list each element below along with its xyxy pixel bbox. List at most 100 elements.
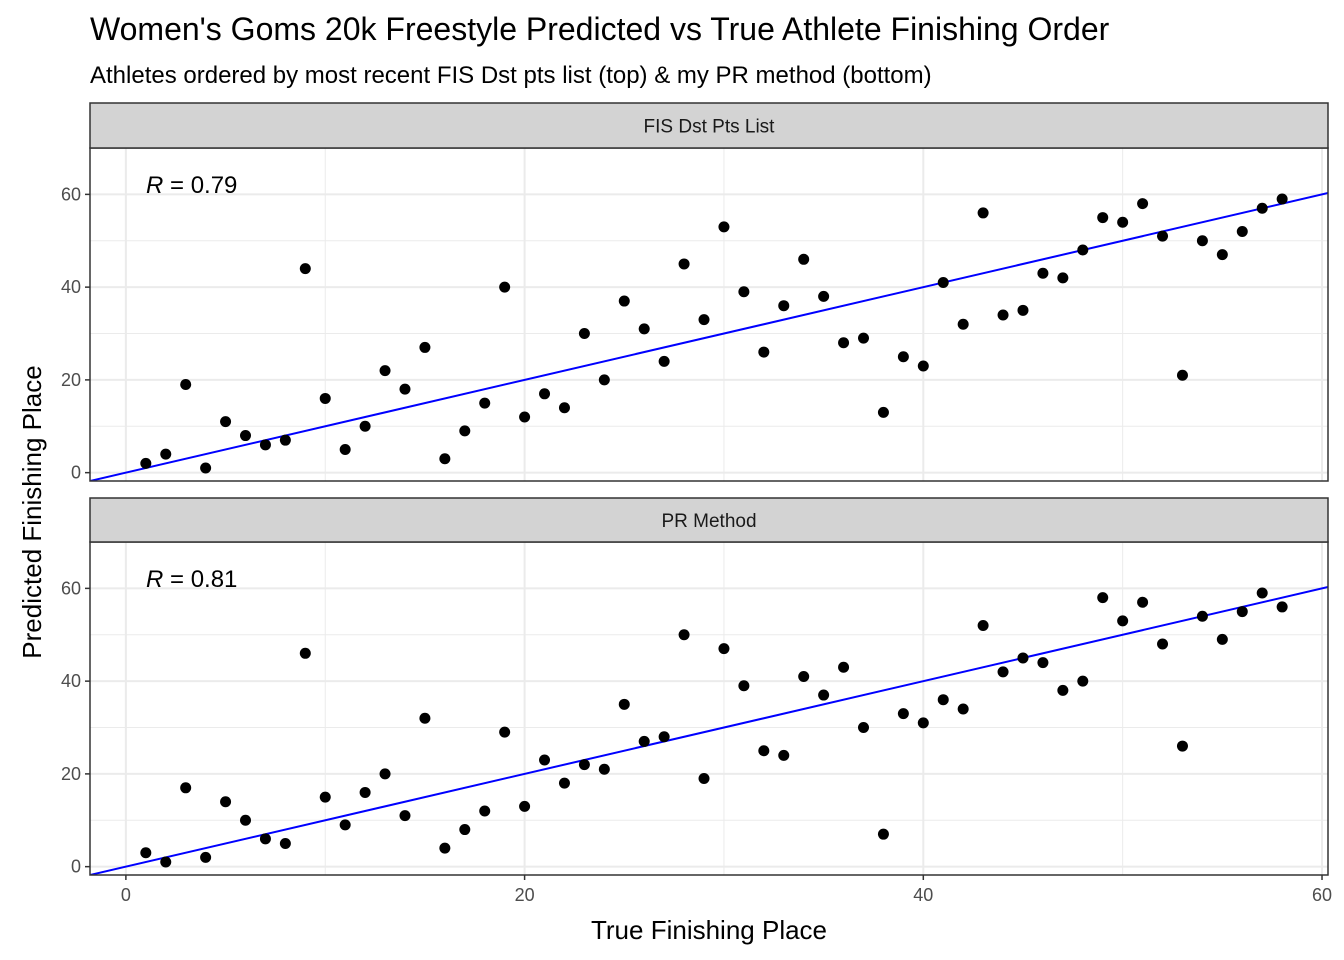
data-point [678,629,690,641]
y-tick-label: 20 [61,764,81,784]
data-point [439,453,451,465]
data-point [539,754,551,766]
data-point [1196,235,1208,247]
data-point [997,666,1009,678]
data-point [678,258,690,270]
data-point [160,856,172,868]
data-point [638,735,650,747]
data-point [977,207,989,219]
data-point [1097,592,1109,604]
data-point [1157,230,1169,242]
y-tick-label: 60 [61,184,81,204]
data-point [858,332,870,344]
data-point [459,824,471,836]
data-point [419,712,431,724]
data-point [140,847,152,859]
facet-panel: 0 20 40 60 FIS Dst Pts List R = 0.79 [61,102,1329,483]
data-point [858,722,870,734]
data-point [977,619,989,631]
data-point [220,796,232,808]
y-tick-label: 20 [61,370,81,390]
x-axis-title: True Finishing Place [591,915,827,945]
correlation-annotation: R = 0.81 [146,566,237,593]
y-tick-label: 40 [61,277,81,297]
data-point [1137,596,1149,608]
data-point [838,337,850,349]
data-point [1176,740,1188,752]
data-point [519,800,531,812]
data-point [618,698,630,710]
facet-strip-label: FIS Dst Pts List [644,117,776,138]
data-point [399,810,411,822]
y-tick-label: 0 [71,463,81,483]
y-axis-title: Predicted Finishing Place [17,365,47,658]
data-point [718,643,730,655]
data-point [479,397,491,409]
data-point [439,842,451,854]
data-point [818,290,830,302]
data-point [519,411,531,423]
data-point [897,351,909,363]
data-point [658,355,670,367]
correlation-label: R [146,172,163,199]
data-point [200,851,212,863]
data-point [937,694,949,706]
x-axis: 0 20 40 60 [121,875,1332,905]
chart-subtitle: Athletes ordered by most recent FIS Dst … [90,62,932,89]
facet-panel: 0 20 40 60 PR Method R = 0.81 [61,497,1329,877]
data-point [1057,684,1069,696]
data-point [239,814,251,826]
data-point [738,286,750,298]
data-point [758,745,770,757]
fit-line [90,586,1328,875]
x-tick-label: 0 [121,885,131,905]
data-point [957,318,969,330]
data-point [459,425,471,437]
panel-background [90,148,1328,481]
data-point [539,388,551,400]
x-tick-label: 20 [515,885,535,905]
correlation-value: = 0.79 [163,172,237,199]
data-point [558,402,570,414]
data-point [1077,244,1089,256]
data-point [1017,652,1029,664]
data-point [259,439,271,451]
y-tick-label: 0 [71,857,81,877]
data-point [419,341,431,353]
data-point [200,462,212,474]
data-point [758,346,770,358]
data-point [877,406,889,418]
facet-strip-label: PR Method [661,511,756,532]
data-point [1117,216,1129,228]
data-point [399,383,411,395]
data-point [638,323,650,335]
chart-title: Women's Goms 20k Freestyle Predicted vs … [90,11,1110,47]
data-point [1256,587,1268,599]
data-point [917,360,929,372]
data-point [1077,675,1089,687]
data-point [1037,267,1049,279]
data-point [718,221,730,233]
data-point [1236,225,1248,237]
data-point [1176,369,1188,381]
data-point [259,833,271,845]
panel-background [90,542,1328,875]
data-point [180,782,192,794]
data-point [1216,249,1228,261]
data-point [778,749,790,761]
data-point [1276,193,1288,205]
data-point [1196,610,1208,622]
x-tick-label: 60 [1312,885,1332,905]
x-tick-label: 40 [913,885,933,905]
data-point [319,791,331,803]
facet-strip [89,497,1329,543]
data-point [558,777,570,789]
correlation-label: R [146,566,163,593]
data-point [1216,633,1228,645]
data-point [917,717,929,729]
data-point [818,689,830,701]
data-point [1017,304,1029,316]
correlation-value: = 0.81 [163,566,237,593]
data-point [339,443,351,455]
